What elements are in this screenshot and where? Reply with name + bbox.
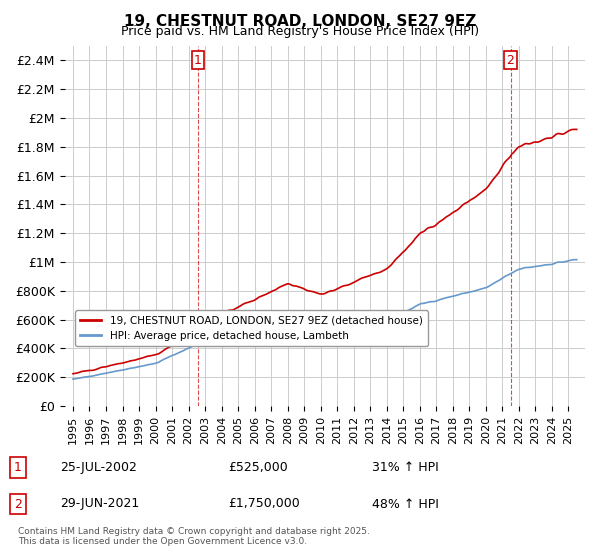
Legend: 19, CHESTNUT ROAD, LONDON, SE27 9EZ (detached house), HPI: Average price, detach: 19, CHESTNUT ROAD, LONDON, SE27 9EZ (det…: [75, 310, 428, 346]
Text: 1: 1: [194, 54, 202, 67]
Text: 1: 1: [14, 461, 22, 474]
Text: £525,000: £525,000: [228, 461, 288, 474]
Text: 48% ↑ HPI: 48% ↑ HPI: [372, 497, 439, 511]
Text: Contains HM Land Registry data © Crown copyright and database right 2025.
This d: Contains HM Land Registry data © Crown c…: [18, 526, 370, 546]
Text: 29-JUN-2021: 29-JUN-2021: [60, 497, 139, 511]
Text: £1,750,000: £1,750,000: [228, 497, 300, 511]
Text: Price paid vs. HM Land Registry's House Price Index (HPI): Price paid vs. HM Land Registry's House …: [121, 25, 479, 38]
Text: 31% ↑ HPI: 31% ↑ HPI: [372, 461, 439, 474]
Text: 2: 2: [506, 54, 514, 67]
Text: 25-JUL-2002: 25-JUL-2002: [60, 461, 137, 474]
Text: 19, CHESTNUT ROAD, LONDON, SE27 9EZ: 19, CHESTNUT ROAD, LONDON, SE27 9EZ: [124, 14, 476, 29]
Text: 2: 2: [14, 497, 22, 511]
